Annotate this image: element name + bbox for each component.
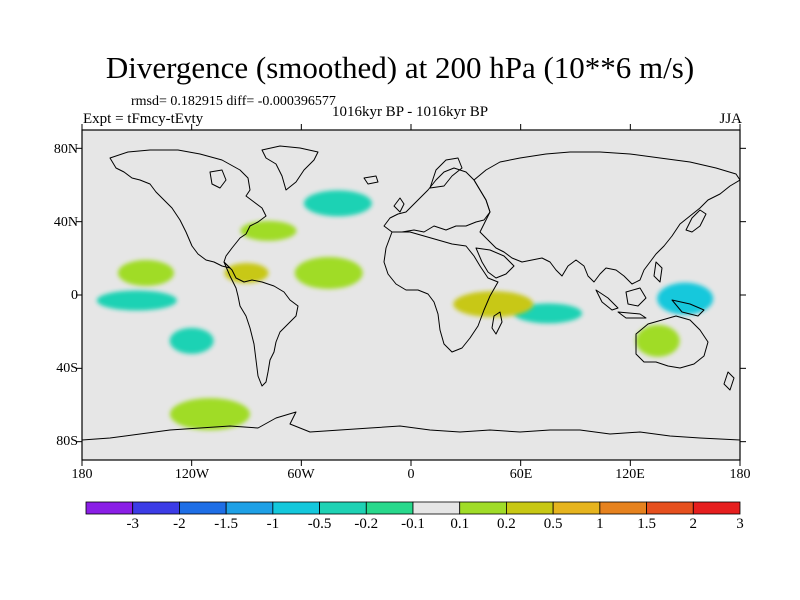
coastlines: [82, 145, 740, 441]
statistics-text: rmsd= 0.182915 diff= -0.000396577: [131, 94, 336, 109]
divergence-region: [657, 282, 714, 315]
colorbar-swatch: [225, 501, 274, 515]
colorbar-swatch: [412, 501, 461, 515]
colorbar-label: 1.5: [637, 516, 656, 532]
colorbar-swatch: [85, 501, 134, 515]
colorbar-swatch: [599, 501, 647, 515]
divergence-region: [303, 190, 372, 217]
coastline-north-america: [109, 149, 267, 269]
colorbar-swatch: [692, 501, 741, 515]
coastline-java: [617, 311, 647, 319]
coastline-greenland: [261, 145, 319, 191]
colorbar-swatch: [272, 501, 320, 515]
coastline-madagascar: [491, 311, 503, 335]
lon-label: 60W: [287, 467, 315, 482]
colorbar-label: 0.2: [497, 516, 516, 532]
colorbar-label: 3: [736, 516, 744, 532]
colorbar-swatch: [319, 501, 367, 515]
colorbar-label: -1.5: [214, 516, 239, 532]
colorbar-label: 0.5: [543, 516, 563, 532]
divergence-region: [240, 220, 297, 241]
divergence-region: [224, 263, 269, 283]
coastline-new-zealand: [723, 371, 735, 391]
colorbar-swatch: [365, 501, 414, 515]
colorbar-swatch: [132, 501, 180, 515]
colorbar-label: -0.1: [401, 516, 425, 532]
coastline-australia: [635, 315, 709, 369]
coastline-arabia: [475, 247, 515, 279]
colorbar-swatch: [459, 501, 507, 515]
colorbar-swatch: [506, 501, 554, 515]
map-title: Divergence (smoothed) at 200 hPa (10**6 …: [105, 50, 695, 85]
divergence-region: [635, 324, 680, 357]
coastline-great-britain: [393, 197, 405, 213]
coastline-hudson-bay: [209, 169, 227, 189]
divergence-region: [169, 327, 214, 354]
coastline-japan: [685, 209, 707, 233]
divergence-region: [96, 290, 177, 311]
colorbar-label: 1: [596, 516, 604, 532]
divergence-region: [453, 291, 534, 318]
coastline-philippines: [653, 261, 663, 283]
colorbar-swatch: [646, 501, 694, 515]
coastline-antarctica: [82, 411, 740, 441]
coastline-south-america: [223, 261, 299, 387]
lat-label: 0: [71, 288, 78, 303]
coastline-new-guinea: [671, 299, 705, 317]
colorbar-swatch: [552, 501, 601, 515]
colorbar-label: -0.2: [354, 516, 379, 532]
coastline-iceland: [363, 175, 379, 185]
period-label: 1016kyr BP - 1016kyr BP: [331, 104, 489, 120]
lat-label: 40S: [56, 361, 78, 376]
colorbar-label: 2: [689, 516, 698, 532]
experiment-label: Expt = tFmcy-tEvty: [83, 111, 204, 127]
divergence-region: [169, 398, 250, 431]
lon-label: 120E: [615, 467, 645, 482]
lon-label: 180: [729, 467, 751, 482]
divergence-region: [294, 257, 363, 289]
colorbar-swatch: [179, 501, 227, 515]
lon-label: 60E: [509, 467, 533, 482]
divergence-region: [117, 260, 174, 286]
coastline-africa: [383, 231, 499, 353]
lat-label: 80N: [53, 142, 78, 157]
season-label: JJA: [719, 111, 742, 127]
coastline-sumatra: [595, 289, 619, 311]
coastline-borneo: [625, 287, 647, 307]
axis-ticks: [76, 124, 746, 466]
colorbar-label: -1: [266, 516, 280, 532]
colorbar-label: 0.1: [450, 516, 470, 532]
lat-label: 80S: [56, 434, 78, 449]
colorbar-label: -2: [173, 516, 186, 532]
coastline-scandinavia: [429, 157, 463, 189]
coastline-asia: [473, 151, 740, 285]
lon-label: 120W: [174, 467, 210, 482]
colorbar-label: -0.5: [307, 516, 332, 532]
colorbar: [85, 501, 741, 515]
lon-label: 0: [407, 467, 415, 482]
lon-label: 180: [71, 467, 93, 482]
colorbar-label: -3: [126, 516, 139, 532]
lat-label: 40N: [53, 215, 78, 230]
